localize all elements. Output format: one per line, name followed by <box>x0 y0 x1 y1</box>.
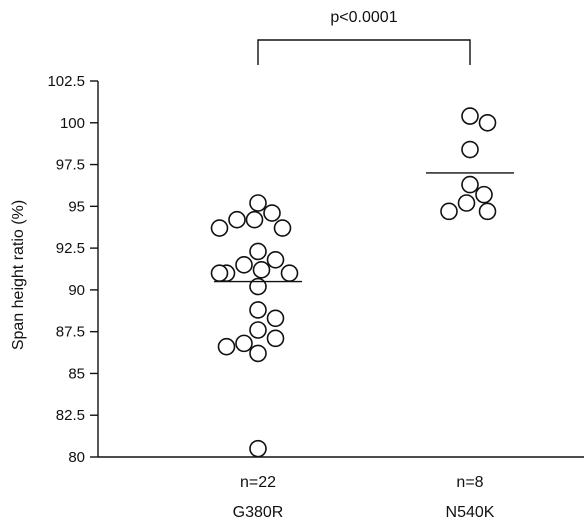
group-n540k: n=8 N540K <box>426 107 514 521</box>
data-point <box>249 321 267 339</box>
data-point <box>461 175 479 194</box>
data-point <box>249 194 267 212</box>
data-point <box>478 202 497 221</box>
data-point <box>478 113 497 132</box>
data-point <box>252 261 271 279</box>
y-tick-label: 92.5 <box>56 240 85 257</box>
group-name-label: G380R <box>233 504 284 521</box>
data-point <box>461 140 479 159</box>
data-point <box>210 219 229 237</box>
data-point <box>235 334 253 353</box>
y-tick-label: 85 <box>68 365 85 382</box>
data-point <box>228 210 246 229</box>
data-point <box>245 210 264 229</box>
data-point <box>217 337 236 356</box>
data-point <box>266 329 285 348</box>
p-value-annotation: p<0.0001 <box>330 9 397 26</box>
axes <box>97 81 584 458</box>
data-point <box>266 251 285 269</box>
data-point <box>249 439 267 458</box>
y-tick-label: 87.5 <box>56 324 85 341</box>
data-point <box>457 194 476 212</box>
y-tick-label: 95 <box>68 198 85 215</box>
data-point <box>461 107 479 125</box>
group-g380r: n=22 G380R <box>210 194 302 521</box>
data-point <box>266 309 285 328</box>
group-count-label: n=22 <box>240 474 276 491</box>
data-point <box>235 256 253 274</box>
data-point <box>210 264 229 282</box>
y-tick-label: 82.5 <box>56 407 85 424</box>
y-ticks: 80 82.5 85 87.5 90 92.5 95 97.5 100 102.5 <box>47 73 98 466</box>
data-point <box>249 301 267 319</box>
y-tick-label: 80 <box>68 449 85 466</box>
significance-bracket <box>257 39 471 65</box>
y-axis-label: Span height ratio (%) <box>10 200 27 350</box>
data-point <box>249 344 267 363</box>
bracket-line <box>257 39 471 65</box>
y-tick-label: 97.5 <box>56 157 85 174</box>
data-point <box>440 202 458 221</box>
data-point <box>263 204 281 222</box>
data-point <box>273 219 292 237</box>
y-tick-label: 102.5 <box>47 73 85 90</box>
data-point <box>249 277 267 296</box>
y-tick-label: 100 <box>60 115 85 132</box>
group-name-label: N540K <box>446 504 495 521</box>
y-tick-label: 90 <box>68 282 85 299</box>
group-count-label: n=8 <box>456 474 483 491</box>
data-point <box>475 185 493 204</box>
data-groups: n=22 G380R n=8 N540K <box>210 107 514 521</box>
data-point <box>280 264 299 282</box>
data-point <box>249 242 267 261</box>
